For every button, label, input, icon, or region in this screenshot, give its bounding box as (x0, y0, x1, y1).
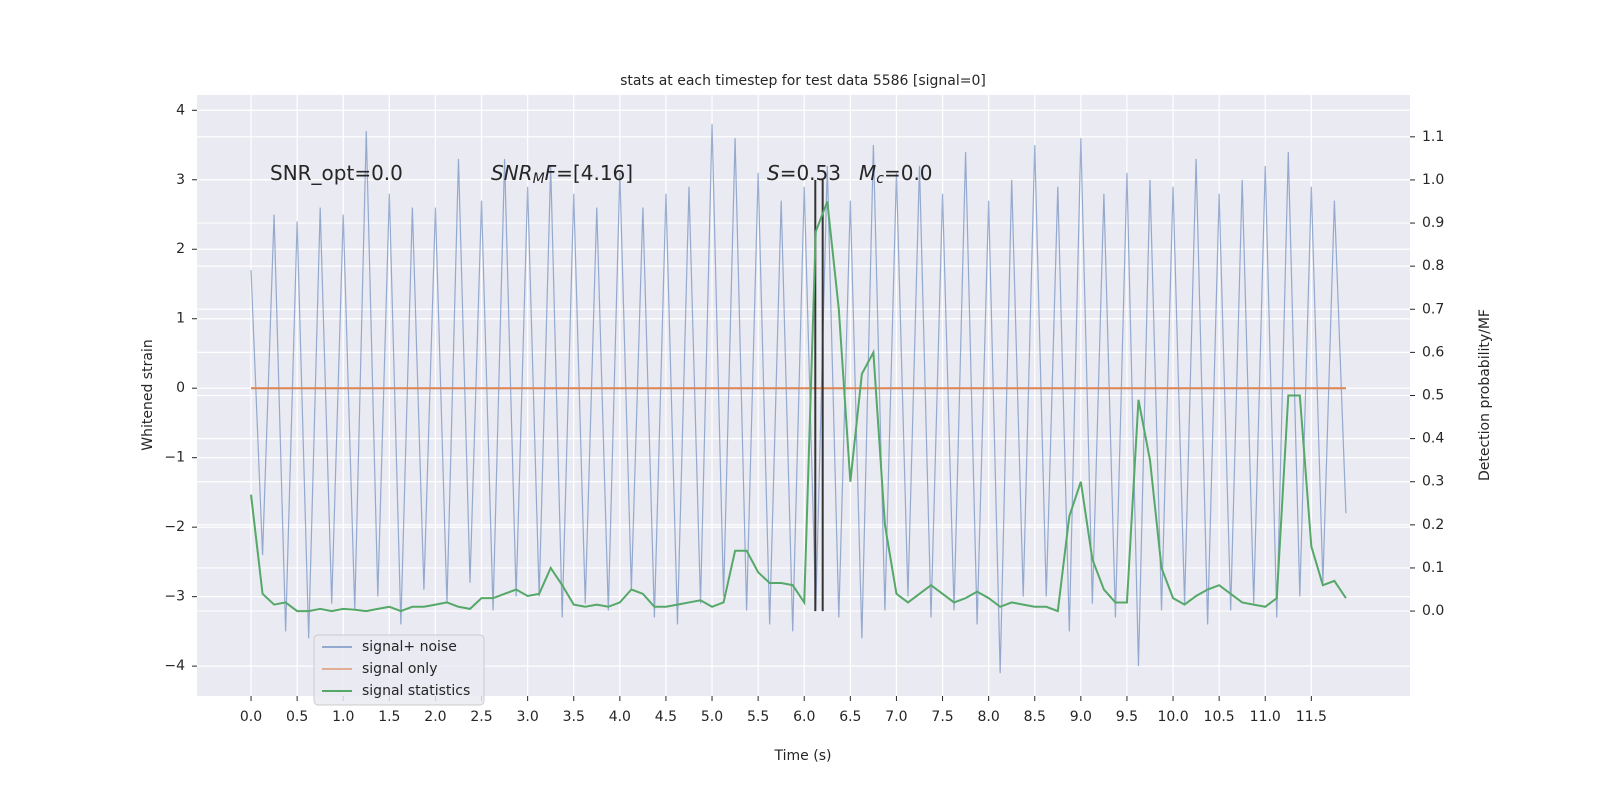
x-tick-label: 11.5 (1296, 709, 1327, 725)
y2-tick-label: 1.0 (1422, 172, 1444, 188)
x-tick-label: 0.0 (240, 709, 262, 725)
y2-tick-label: 0.4 (1422, 431, 1444, 447)
annotation-text: S (767, 161, 780, 185)
y-tick-label: −1 (164, 450, 185, 466)
x-tick-label: 3.0 (517, 709, 539, 725)
series-line (250, 201, 1347, 613)
x-tick-label: 9.5 (1116, 709, 1138, 725)
annotation-text: =0.0 (884, 161, 933, 185)
annotation-text: SNR_opt=0.0 (270, 161, 403, 185)
y-tick-label: −4 (164, 658, 185, 674)
annotation-text: F (545, 161, 557, 185)
y-tick-label: 2 (176, 241, 185, 257)
y-tick-label: −2 (164, 519, 185, 535)
y2-tick-label: 0.8 (1422, 258, 1444, 274)
x-tick-label: 10.5 (1204, 709, 1235, 725)
annotation: SNRMF=[4.16] (491, 161, 633, 188)
x-tick-label: 1.0 (332, 709, 354, 725)
x-tick-label: 6.0 (793, 709, 815, 725)
annotation-subscript: M (533, 171, 545, 187)
x-tick-label: 5.0 (701, 709, 723, 725)
x-tick-label: 2.5 (470, 709, 492, 725)
series-line (250, 124, 1347, 674)
y-tick-label: 1 (176, 311, 185, 327)
x-tick-label: 10.0 (1157, 709, 1188, 725)
y2-tick-label: 0.3 (1422, 474, 1444, 490)
y2-tick-label: 0.0 (1422, 603, 1444, 619)
y-tick-label: 3 (176, 172, 185, 188)
y2-tick-label: 0.1 (1422, 560, 1444, 576)
x-tick-label: 5.5 (747, 709, 769, 725)
y-tick-label: 4 (176, 102, 185, 118)
annotation-text: M (859, 161, 876, 185)
x-tick-label: 0.5 (286, 709, 308, 725)
legend-label: signal+ noise (362, 639, 457, 655)
y-tick-label: 0 (176, 380, 185, 396)
annotation: Mc=0.0 (859, 161, 933, 188)
x-tick-label: 7.5 (931, 709, 953, 725)
y2-tick-label: 0.2 (1422, 517, 1444, 533)
x-tick-label: 11.0 (1250, 709, 1281, 725)
y2-tick-label: 0.9 (1422, 215, 1444, 231)
legend-label: signal only (362, 661, 437, 677)
annotation: S=0.53 (767, 161, 841, 185)
y2-tick-label: 0.6 (1422, 344, 1444, 360)
x-tick-label: 2.0 (424, 709, 446, 725)
annotation-text: SNR (491, 161, 533, 185)
y2-tick-label: 1.1 (1422, 129, 1444, 145)
x-tick-label: 3.5 (563, 709, 585, 725)
x-tick-label: 4.5 (655, 709, 677, 725)
x-tick-label: 4.0 (609, 709, 631, 725)
x-axis-label: Time (s) (774, 748, 832, 764)
x-tick-label: 7.0 (885, 709, 907, 725)
annotation-text: =0.53 (780, 161, 841, 185)
x-tick-label: 6.5 (839, 709, 861, 725)
chart-title: stats at each timestep for test data 558… (620, 73, 986, 89)
x-tick-label: 8.5 (1024, 709, 1046, 725)
x-tick-label: 9.0 (1070, 709, 1092, 725)
y-axis-label: Whitened strain (140, 339, 156, 450)
annotation-text: =[4.16] (556, 161, 633, 185)
y2-tick-label: 0.7 (1422, 301, 1444, 317)
annotation: SNR_opt=0.0 (270, 161, 403, 185)
x-tick-label: 8.0 (978, 709, 1000, 725)
y2-tick-label: 0.5 (1422, 388, 1444, 404)
legend-box (313, 634, 485, 706)
annotation-subscript: c (876, 171, 884, 187)
y2-axis-label: Detection probability/MF (1477, 309, 1493, 481)
x-tick-label: 1.5 (378, 709, 400, 725)
y-tick-label: −3 (164, 589, 185, 605)
legend-label: signal statistics (362, 683, 470, 699)
